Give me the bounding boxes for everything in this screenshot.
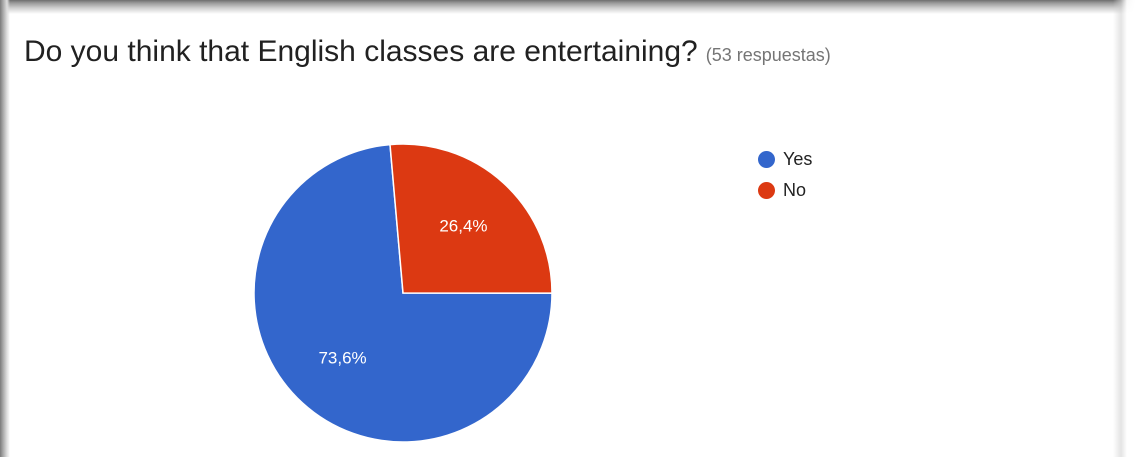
chart-legend: Yes No bbox=[758, 144, 812, 206]
legend-item-yes[interactable]: Yes bbox=[758, 144, 812, 175]
legend-swatch-yes bbox=[758, 151, 775, 168]
slice-label-yes: 73,6% bbox=[318, 348, 366, 367]
question-title: Do you think that English classes are en… bbox=[24, 35, 698, 68]
window-shadow-right bbox=[1113, 0, 1135, 457]
response-count: (53 respuestas) bbox=[705, 45, 831, 65]
question-header: Do you think that English classes are en… bbox=[24, 35, 831, 69]
legend-label-yes: Yes bbox=[783, 149, 813, 169]
legend-label-no: No bbox=[783, 180, 807, 200]
window-shadow-top bbox=[0, 0, 1135, 14]
slice-label-no: 26,4% bbox=[439, 217, 487, 236]
window-shadow-left bbox=[0, 0, 10, 457]
question-card: Do you think that English classes are en… bbox=[10, 13, 1114, 457]
legend-item-no[interactable]: No bbox=[758, 175, 812, 206]
legend-swatch-no bbox=[758, 182, 775, 199]
pie-chart: 73,6% 26,4% bbox=[253, 143, 553, 443]
pie-slice-no[interactable] bbox=[389, 143, 553, 294]
